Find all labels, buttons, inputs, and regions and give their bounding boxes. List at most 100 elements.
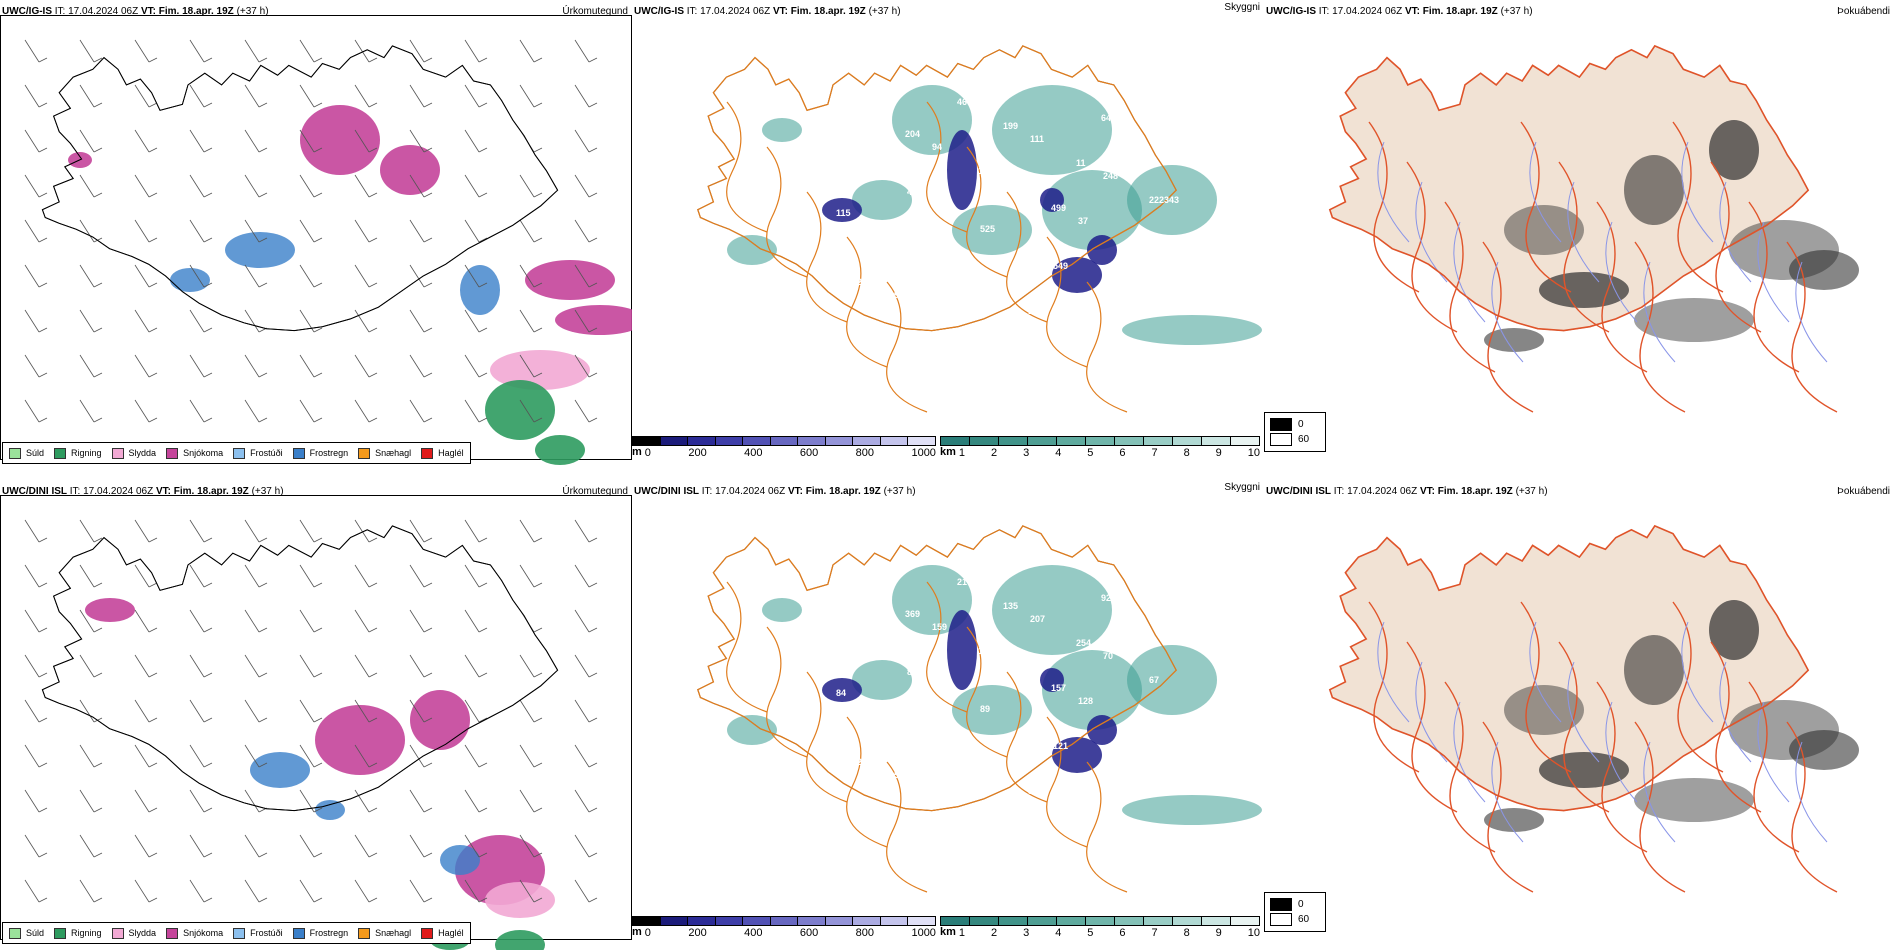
- wind-barb: [189, 744, 213, 768]
- low-visibility-area: [892, 85, 972, 155]
- colorbar-ticks: 0 200 400 600 800 1000: [645, 927, 936, 939]
- wind-barb: [299, 264, 323, 288]
- colorbar-segment: [941, 917, 970, 925]
- cloud-base-label: 11: [1076, 158, 1086, 168]
- lead-time: (+37 h): [883, 486, 916, 497]
- panel-title: Úrkomutegund: [562, 486, 628, 497]
- legend-item: Slydda: [111, 447, 156, 459]
- colorbar-tick-label: 1000: [911, 447, 936, 459]
- road-line: [1444, 681, 1496, 853]
- wind-barb: [189, 354, 213, 378]
- colorbar-tick-label: 400: [744, 447, 763, 459]
- init-time: IT: 17.04.2024 06Z: [1318, 6, 1403, 17]
- legend-swatch: [233, 447, 246, 459]
- road-line: [1046, 716, 1088, 848]
- wind-barb: [79, 129, 103, 153]
- river-line: [1681, 621, 1714, 723]
- freezing-rain-area: [225, 232, 295, 268]
- visibility-panel: UWC/IG-IS IT: 17.04.2024 06Z VT: Fim. 18…: [632, 0, 1264, 470]
- legend-swatch: [421, 927, 434, 939]
- colorbar-tick-label: 8: [1183, 927, 1190, 939]
- visibility-map: 283 204 169 499 760 207 323 199 11 222343 747 890 11…: [697, 45, 1262, 413]
- road-line: [1634, 241, 1686, 413]
- model-row-1: UWC/IG-IS IT: 17.04.2024 06Z VT: Fim. 18…: [0, 0, 1900, 470]
- cloud-base-label: 84: [836, 688, 846, 698]
- wind-barb: [574, 219, 598, 243]
- river-line: [1757, 701, 1790, 803]
- wind-barb: [409, 699, 433, 723]
- cloud-base-label: 108: [930, 794, 945, 804]
- colorbar-strip: [632, 436, 936, 446]
- cloud-base-label: 468: [957, 97, 972, 107]
- fog-legend-swatch: [1270, 418, 1292, 431]
- iceland-coastline: [41, 45, 559, 332]
- road-line: [886, 761, 928, 893]
- wind-barb: [354, 399, 378, 423]
- legend-swatch: [358, 927, 371, 939]
- legend-swatch: [54, 447, 67, 459]
- legend-label: Frostregn: [309, 928, 349, 938]
- colorbar-strip: [940, 436, 1260, 446]
- colorbar-tick-label: 6: [1119, 927, 1126, 939]
- cloud-base-label: 416: [1124, 720, 1139, 730]
- colorbar-segment: [633, 437, 661, 445]
- low-visibility-area: [892, 565, 972, 635]
- wind-barb: [409, 264, 433, 288]
- wind-barb: [189, 699, 213, 723]
- panel-header: UWC/DINI ISL IT: 17.04.2024 06Z VT: Fim.…: [634, 482, 1264, 500]
- wind-barb: [134, 399, 158, 423]
- colorbar-tick-label: 800: [855, 927, 875, 939]
- low-cloud-area: [1087, 715, 1117, 745]
- road-line: [886, 281, 928, 413]
- cloud-base-label: 169: [978, 166, 993, 176]
- wind-barb: [409, 744, 433, 768]
- road-line: [926, 101, 968, 233]
- wind-barb: [79, 84, 103, 108]
- cloud-base-label: 369: [905, 609, 920, 619]
- fog-map: [1328, 524, 1859, 893]
- freezing-rain-area: [170, 268, 210, 292]
- cloud-base-label: 238: [832, 572, 847, 582]
- wind-barb: [409, 84, 433, 108]
- colorbar-tick-label: 800: [855, 447, 875, 459]
- wind-barb: [79, 219, 103, 243]
- road-line: [966, 626, 1008, 758]
- cloud-base-label: 94: [932, 142, 942, 152]
- low-cloud-area: [822, 678, 862, 702]
- wind-barb: [464, 519, 488, 543]
- wind-barb: [409, 789, 433, 813]
- wind-barb: [409, 174, 433, 198]
- fog-legend-label: 0: [1298, 899, 1304, 910]
- river-line: [1567, 181, 1600, 283]
- fog-signal-area: [1539, 752, 1629, 788]
- wind-barb: [24, 609, 48, 633]
- wind-barb: [189, 564, 213, 588]
- low-visibility-area: [992, 85, 1112, 175]
- river-line: [1377, 141, 1410, 243]
- cloud-base-label: 128: [1078, 696, 1093, 706]
- colorbar-segment: [743, 437, 771, 445]
- legend-swatch: [54, 927, 67, 939]
- cloud-base-label: 330: [982, 282, 997, 292]
- colorbar-segment: [1202, 437, 1231, 445]
- legend-item: Frostúði: [233, 927, 283, 939]
- panel-title: Skyggni: [1224, 2, 1260, 13]
- wind-barb: [24, 654, 48, 678]
- cloud-base-label: 199: [1003, 121, 1018, 131]
- snow-area: [525, 260, 615, 300]
- rain-area: [495, 930, 545, 950]
- legend-label: Haglél: [438, 448, 464, 458]
- wind-barb: [79, 654, 103, 678]
- colorbar-segment: [880, 917, 909, 925]
- river-line: [1377, 621, 1410, 723]
- colorbar-tick-label: 4: [1055, 927, 1062, 939]
- fog-legend-label: 60: [1298, 914, 1310, 925]
- wind-barb: [519, 174, 543, 198]
- cloud-base-label: 91: [1151, 253, 1161, 263]
- wind-barb: [189, 39, 213, 63]
- colorbar-segment: [770, 917, 799, 925]
- wind-barb: [519, 744, 543, 768]
- cloudbase-colorbar: m 0 200 400 600 800 1000: [632, 436, 936, 459]
- colorbar-segment: [1173, 917, 1202, 925]
- valid-time: VT: Fim. 18.apr. 19Z: [787, 486, 881, 497]
